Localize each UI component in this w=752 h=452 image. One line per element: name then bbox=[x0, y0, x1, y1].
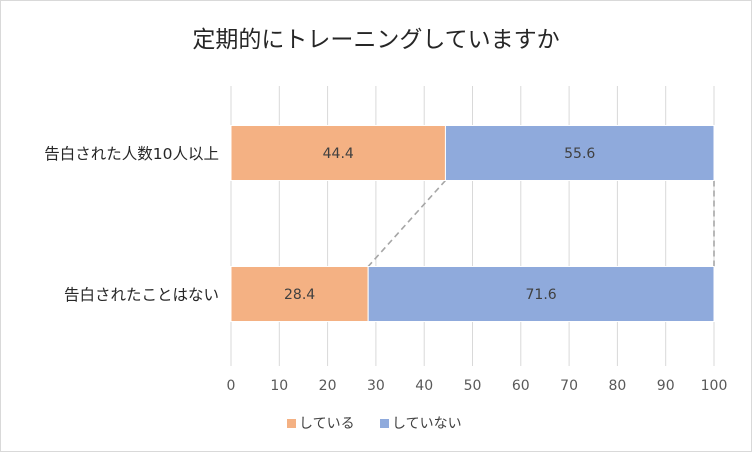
x-tick-label: 60 bbox=[512, 378, 530, 394]
legend-swatch bbox=[287, 419, 296, 428]
series-lines bbox=[367, 179, 715, 268]
bars: 44.4 55.6 28.4 71.6 bbox=[230, 125, 715, 322]
bar-segment bbox=[444, 125, 715, 181]
x-tick-label: 10 bbox=[270, 378, 288, 394]
data-label: 44.4 bbox=[323, 146, 354, 162]
x-tick-label: 100 bbox=[701, 378, 728, 394]
legend-label: していない bbox=[392, 416, 462, 432]
legend: している していない bbox=[287, 416, 462, 432]
bar-segment bbox=[230, 125, 446, 181]
x-tick-label: 90 bbox=[657, 378, 675, 394]
bar-segment bbox=[367, 266, 715, 322]
x-tick-label: 50 bbox=[464, 378, 482, 394]
bar-segment bbox=[230, 266, 369, 322]
data-label: 28.4 bbox=[284, 287, 315, 303]
data-label: 55.6 bbox=[564, 146, 595, 162]
legend-swatch bbox=[380, 419, 389, 428]
x-tick-label: 0 bbox=[227, 378, 236, 394]
legend-label: している bbox=[299, 416, 355, 432]
data-label: 71.6 bbox=[526, 287, 557, 303]
x-tick-label: 70 bbox=[560, 378, 578, 394]
category-label: 告白されたことはない bbox=[64, 286, 219, 304]
x-tick-label: 80 bbox=[608, 378, 626, 394]
x-tick-label: 40 bbox=[415, 378, 433, 394]
series-line bbox=[367, 179, 447, 268]
x-axis-ticks: 0 10 20 30 40 50 60 70 80 90 100 bbox=[227, 378, 728, 394]
chart-title: 定期的にトレーニングしていますか bbox=[192, 27, 559, 53]
category-label: 告白された人数10人以上 bbox=[44, 145, 219, 163]
x-tick-label: 20 bbox=[319, 378, 337, 394]
x-tick-label: 30 bbox=[367, 378, 385, 394]
